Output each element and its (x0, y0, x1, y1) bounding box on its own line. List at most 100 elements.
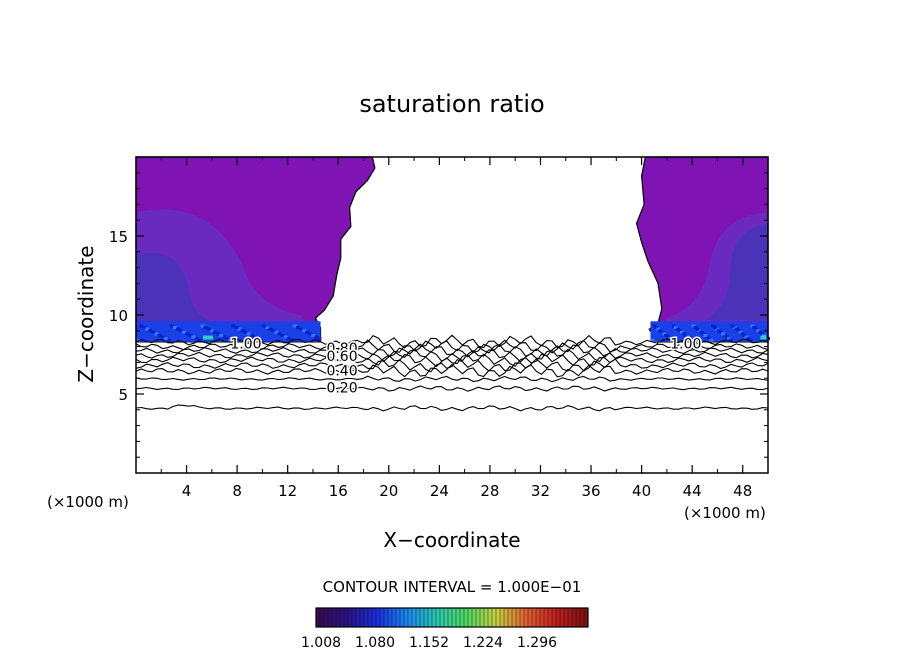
colorbar-swatch (367, 607, 373, 628)
colorbar-swatch (387, 607, 393, 628)
colorbar-swatch (359, 607, 365, 628)
colorbar-swatch (343, 607, 349, 628)
colorbar-swatch (423, 607, 429, 628)
colorbar-swatch (439, 607, 445, 628)
colorbar-swatch (471, 607, 477, 628)
colorbar-swatch (335, 607, 341, 628)
colorbar-swatch (563, 607, 569, 628)
colorbar-swatch (447, 607, 453, 628)
colorbar-swatch (459, 607, 465, 628)
colorbar-swatch (579, 607, 585, 628)
colorbar-swatch (407, 607, 413, 628)
x-tick-label: 8 (232, 482, 242, 500)
contour-line (135, 343, 769, 358)
colorbar-swatch (499, 607, 505, 628)
x-unit-right: (×1000 m) (684, 504, 766, 522)
colorbar-swatch (467, 607, 473, 628)
contour-line (135, 339, 769, 354)
colorbar-swatch (431, 607, 437, 628)
colorbar-frame (315, 607, 589, 628)
colorbar-swatch (523, 607, 529, 628)
colorbar-tick-label: 1.080 (355, 635, 395, 651)
colorbar-swatch (479, 607, 485, 628)
colorbar-swatch (507, 607, 513, 628)
colorbar-swatch (379, 607, 385, 628)
colorbar-swatch (451, 607, 457, 628)
colorbar-swatch (555, 607, 561, 628)
x-tick-label: 28 (480, 482, 499, 500)
contour-line (135, 334, 769, 349)
colorbar-swatch (559, 607, 565, 628)
teal-spot-right (760, 335, 767, 340)
x-unit-left: (×1000 m) (47, 493, 129, 511)
x-tick-label: 16 (329, 482, 348, 500)
colorbar-swatch (571, 607, 577, 628)
colorbar-swatch (351, 607, 357, 628)
colorbar-swatch (503, 607, 509, 628)
blue-band-right (650, 321, 771, 342)
colorbar-swatch (323, 607, 329, 628)
colorbar-swatch (415, 607, 421, 628)
x-tick-label: 32 (531, 482, 550, 500)
colorbar-swatch (347, 607, 353, 628)
teal-spot-left (202, 335, 213, 340)
contour-label: 1.00 (670, 336, 701, 352)
colorbar-swatch (519, 607, 525, 628)
plot-area: 1.00 1.000.800.600.400.204 8 12 16 20 24 28 32 36… (109, 156, 771, 500)
colorbar-swatch (575, 607, 581, 628)
contour-interval-text: CONTOUR INTERVAL = 1.000E−01 (323, 578, 582, 596)
chart-title: saturation ratio (359, 90, 544, 118)
contour-line (135, 363, 769, 378)
contour-label: 0.40 (326, 363, 357, 379)
colorbar-swatch (327, 607, 333, 628)
colorbar-tick-label: 1.008 (301, 635, 341, 651)
colorbar-swatch (443, 607, 449, 628)
colorbar-swatch (375, 607, 381, 628)
x-tick-label: 40 (632, 482, 651, 500)
x-tick-label: 12 (278, 482, 297, 500)
colorbar-swatch (355, 607, 361, 628)
colorbar-swatch (491, 607, 497, 628)
colorbar-swatch (483, 607, 489, 628)
colorbar-swatch (455, 607, 461, 628)
colorbar-swatch (371, 607, 377, 628)
x-tick-label: 36 (581, 482, 600, 500)
contour-line (135, 385, 769, 392)
colorbar-swatch (435, 607, 441, 628)
colorbar-swatch (411, 607, 417, 628)
colorbar-swatch (403, 607, 409, 628)
y-tick-label: 5 (118, 386, 128, 404)
y-axis-label: Z−coordinate (74, 245, 98, 382)
colorbar-swatch (487, 607, 493, 628)
colorbar-swatch (511, 607, 517, 628)
colorbar-tick-label: 1.296 (517, 635, 557, 651)
x-tick-label: 4 (182, 482, 192, 500)
contour-line (135, 348, 769, 363)
shade-right-core (704, 223, 768, 320)
colorbar-swatch (331, 607, 337, 628)
colorbar-swatch (319, 607, 325, 628)
colorbar-swatch (463, 607, 469, 628)
colorbar-swatch (399, 607, 405, 628)
y-tick-label: 15 (109, 228, 128, 246)
colorbar-tick-label: 1.152 (409, 635, 449, 651)
x-tick-label: 20 (379, 482, 398, 500)
x-axis-label: X−coordinate (383, 528, 520, 552)
colorbar-swatch (363, 607, 369, 628)
colorbar-swatch (527, 607, 533, 628)
colorbar-swatch (391, 607, 397, 628)
colorbar-swatch (547, 607, 553, 628)
colorbar-swatch (315, 607, 321, 628)
contour-label: 0.80 (326, 341, 357, 357)
colorbar-swatch (419, 607, 425, 628)
colorbar: 1.008 1.080 1.152 1.224 1.296 (301, 607, 589, 651)
blue-band-left (136, 321, 322, 342)
colorbar-swatch (551, 607, 557, 628)
colorbar-swatch (475, 607, 481, 628)
shade-left-core (136, 252, 212, 322)
colorbar-swatch (543, 607, 549, 628)
colorbar-swatch (427, 607, 433, 628)
x-tick-label: 48 (733, 482, 752, 500)
colorbar-swatch (395, 607, 401, 628)
